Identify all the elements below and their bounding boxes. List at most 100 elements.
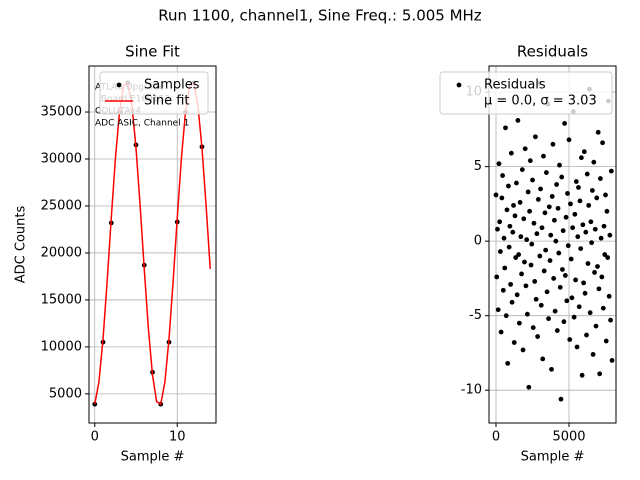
data-point bbox=[509, 299, 515, 305]
data-point bbox=[504, 207, 510, 213]
data-point bbox=[595, 129, 601, 135]
data-point bbox=[530, 177, 535, 183]
data-point bbox=[589, 188, 595, 193]
data-point bbox=[592, 270, 597, 275]
data-point bbox=[538, 302, 544, 308]
data-point bbox=[514, 292, 520, 298]
data-point bbox=[553, 238, 559, 244]
data-point bbox=[557, 162, 562, 168]
data-point bbox=[603, 192, 608, 198]
data-point bbox=[586, 202, 592, 208]
y-tick-label: 15000 bbox=[41, 292, 82, 307]
y-axis-label: ADC Counts bbox=[14, 206, 29, 284]
data-point bbox=[597, 176, 603, 181]
data-point bbox=[551, 217, 557, 223]
data-point bbox=[597, 371, 603, 377]
legend bbox=[99, 71, 209, 115]
data-point bbox=[568, 256, 574, 262]
data-point bbox=[519, 271, 524, 277]
data-point bbox=[593, 323, 599, 329]
data-point bbox=[538, 186, 543, 192]
data-point bbox=[596, 286, 602, 292]
data-point bbox=[516, 252, 522, 257]
data-point bbox=[512, 213, 518, 219]
data-point bbox=[557, 284, 563, 290]
data-point bbox=[554, 328, 560, 333]
data-point bbox=[526, 384, 532, 390]
data-point bbox=[530, 325, 536, 331]
data-point bbox=[544, 289, 550, 295]
data-point bbox=[606, 293, 612, 299]
data-point bbox=[560, 267, 565, 272]
data-point bbox=[497, 249, 503, 254]
data-point bbox=[555, 205, 561, 211]
data-point bbox=[546, 204, 552, 210]
data-point bbox=[506, 244, 512, 250]
data-point bbox=[495, 307, 501, 313]
data-point bbox=[572, 211, 578, 217]
data-point bbox=[92, 401, 98, 407]
data-point bbox=[497, 219, 503, 225]
data-point bbox=[527, 158, 533, 164]
x-tick-label: 0 bbox=[91, 430, 99, 445]
x-axis-label: Sample # bbox=[521, 450, 585, 465]
data-point bbox=[535, 334, 541, 339]
y-tick-label: 25000 bbox=[41, 198, 82, 213]
data-point bbox=[549, 194, 555, 199]
data-point bbox=[498, 329, 504, 335]
data-point bbox=[548, 232, 554, 238]
data-point bbox=[594, 195, 600, 201]
data-point bbox=[575, 234, 581, 240]
data-point bbox=[592, 226, 598, 232]
data-point bbox=[581, 149, 587, 155]
data-point bbox=[501, 235, 507, 241]
data-point bbox=[550, 141, 556, 147]
data-point bbox=[573, 277, 578, 283]
data-point bbox=[520, 347, 526, 353]
data-point bbox=[562, 120, 568, 126]
data-point bbox=[581, 280, 586, 286]
data-point bbox=[585, 261, 591, 266]
data-point bbox=[554, 182, 559, 187]
data-point bbox=[579, 372, 585, 378]
data-point bbox=[505, 360, 511, 366]
legend-marker bbox=[116, 82, 122, 88]
data-point bbox=[540, 356, 546, 362]
data-point bbox=[569, 295, 575, 301]
data-point bbox=[543, 247, 549, 253]
y-tick-label: 10000 bbox=[41, 339, 82, 354]
data-point bbox=[499, 195, 505, 201]
data-point bbox=[568, 201, 573, 207]
data-point bbox=[522, 259, 527, 265]
y-tick-label: 5 bbox=[474, 159, 482, 174]
data-point bbox=[541, 153, 546, 159]
data-point bbox=[546, 316, 551, 322]
data-point bbox=[604, 208, 610, 214]
data-point bbox=[551, 276, 557, 281]
data-point bbox=[533, 134, 538, 140]
data-point bbox=[543, 170, 549, 175]
data-point bbox=[577, 198, 583, 204]
data-point bbox=[500, 287, 506, 293]
data-point bbox=[576, 185, 581, 190]
data-point bbox=[578, 246, 584, 251]
x-axis-label: Sample # bbox=[121, 450, 185, 465]
data-point bbox=[605, 255, 611, 260]
data-point bbox=[494, 274, 500, 280]
data-point bbox=[566, 137, 572, 143]
data-point bbox=[608, 317, 613, 323]
data-point bbox=[580, 222, 586, 228]
data-point bbox=[525, 189, 531, 195]
data-point bbox=[609, 357, 615, 363]
data-point bbox=[591, 159, 597, 165]
legend-label: Sine fit bbox=[144, 94, 190, 109]
data-point bbox=[556, 250, 562, 256]
data-point bbox=[598, 235, 604, 241]
data-point bbox=[562, 273, 568, 278]
data-point bbox=[570, 225, 576, 231]
legend-marker bbox=[456, 82, 462, 88]
data-point bbox=[511, 340, 517, 345]
annotation: ADC ASIC, Channel 1 bbox=[95, 119, 189, 129]
